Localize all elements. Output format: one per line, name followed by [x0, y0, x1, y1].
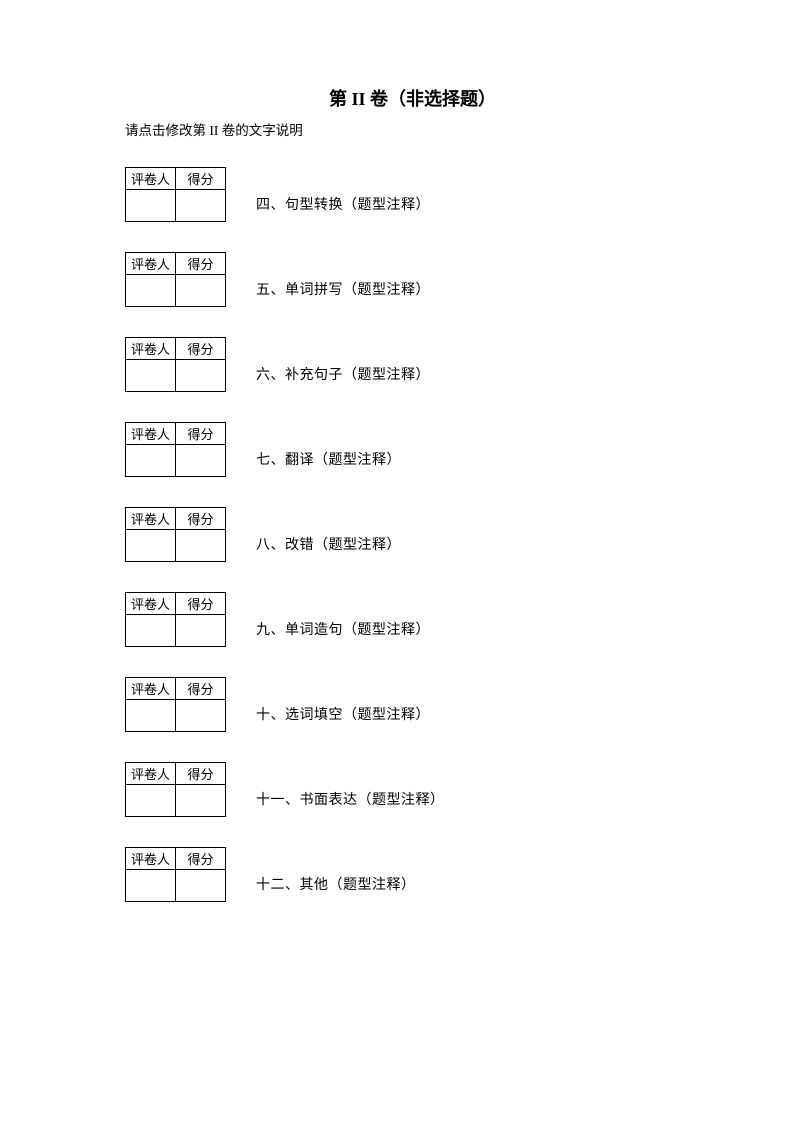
score-table: 评卷人 得分 — [125, 167, 226, 222]
score-header: 得分 — [176, 678, 226, 700]
score-cell[interactable] — [176, 530, 226, 562]
section-row: 评卷人 得分 十二、其他（题型注释） — [125, 847, 700, 902]
page-title: 第 II 卷（非选择题） — [125, 85, 700, 111]
section-label: 十、选词填空（题型注释） — [256, 686, 430, 724]
reviewer-cell[interactable] — [126, 190, 176, 222]
reviewer-cell[interactable] — [126, 615, 176, 647]
score-table: 评卷人 得分 — [125, 337, 226, 392]
score-header: 得分 — [176, 593, 226, 615]
section-label: 五、单词拼写（题型注释） — [256, 261, 430, 299]
section-label: 九、单词造句（题型注释） — [256, 601, 430, 639]
section-row: 评卷人 得分 八、改错（题型注释） — [125, 507, 700, 562]
score-header: 得分 — [176, 338, 226, 360]
reviewer-header: 评卷人 — [126, 423, 176, 445]
section-row: 评卷人 得分 四、句型转换（题型注释） — [125, 167, 700, 222]
reviewer-header: 评卷人 — [126, 593, 176, 615]
reviewer-header: 评卷人 — [126, 508, 176, 530]
section-row: 评卷人 得分 七、翻译（题型注释） — [125, 422, 700, 477]
reviewer-cell[interactable] — [126, 870, 176, 902]
score-cell[interactable] — [176, 615, 226, 647]
score-table: 评卷人 得分 — [125, 847, 226, 902]
score-cell[interactable] — [176, 700, 226, 732]
page-subtitle: 请点击修改第 II 卷的文字说明 — [125, 119, 700, 139]
score-table: 评卷人 得分 — [125, 592, 226, 647]
score-table: 评卷人 得分 — [125, 677, 226, 732]
score-header: 得分 — [176, 763, 226, 785]
score-header: 得分 — [176, 848, 226, 870]
reviewer-cell[interactable] — [126, 445, 176, 477]
section-row: 评卷人 得分 十一、书面表达（题型注释） — [125, 762, 700, 817]
section-row: 评卷人 得分 十、选词填空（题型注释） — [125, 677, 700, 732]
reviewer-header: 评卷人 — [126, 338, 176, 360]
section-label: 七、翻译（题型注释） — [256, 431, 401, 469]
section-label: 六、补充句子（题型注释） — [256, 346, 430, 384]
score-header: 得分 — [176, 168, 226, 190]
section-row: 评卷人 得分 九、单词造句（题型注释） — [125, 592, 700, 647]
score-table: 评卷人 得分 — [125, 252, 226, 307]
reviewer-header: 评卷人 — [126, 763, 176, 785]
section-label: 十一、书面表达（题型注释） — [256, 771, 445, 809]
section-label: 八、改错（题型注释） — [256, 516, 401, 554]
reviewer-header: 评卷人 — [126, 678, 176, 700]
score-header: 得分 — [176, 423, 226, 445]
score-header: 得分 — [176, 508, 226, 530]
section-row: 评卷人 得分 五、单词拼写（题型注释） — [125, 252, 700, 307]
score-cell[interactable] — [176, 275, 226, 307]
reviewer-header: 评卷人 — [126, 848, 176, 870]
reviewer-header: 评卷人 — [126, 168, 176, 190]
score-cell[interactable] — [176, 870, 226, 902]
reviewer-cell[interactable] — [126, 700, 176, 732]
score-table: 评卷人 得分 — [125, 422, 226, 477]
score-cell[interactable] — [176, 360, 226, 392]
score-cell[interactable] — [176, 190, 226, 222]
score-cell[interactable] — [176, 445, 226, 477]
reviewer-cell[interactable] — [126, 360, 176, 392]
reviewer-header: 评卷人 — [126, 253, 176, 275]
score-table: 评卷人 得分 — [125, 507, 226, 562]
section-row: 评卷人 得分 六、补充句子（题型注释） — [125, 337, 700, 392]
page-container: 第 II 卷（非选择题） 请点击修改第 II 卷的文字说明 评卷人 得分 四、句… — [0, 0, 800, 972]
section-label: 四、句型转换（题型注释） — [256, 176, 430, 214]
section-label: 十二、其他（题型注释） — [256, 856, 416, 894]
reviewer-cell[interactable] — [126, 275, 176, 307]
reviewer-cell[interactable] — [126, 530, 176, 562]
score-cell[interactable] — [176, 785, 226, 817]
score-header: 得分 — [176, 253, 226, 275]
score-table: 评卷人 得分 — [125, 762, 226, 817]
reviewer-cell[interactable] — [126, 785, 176, 817]
